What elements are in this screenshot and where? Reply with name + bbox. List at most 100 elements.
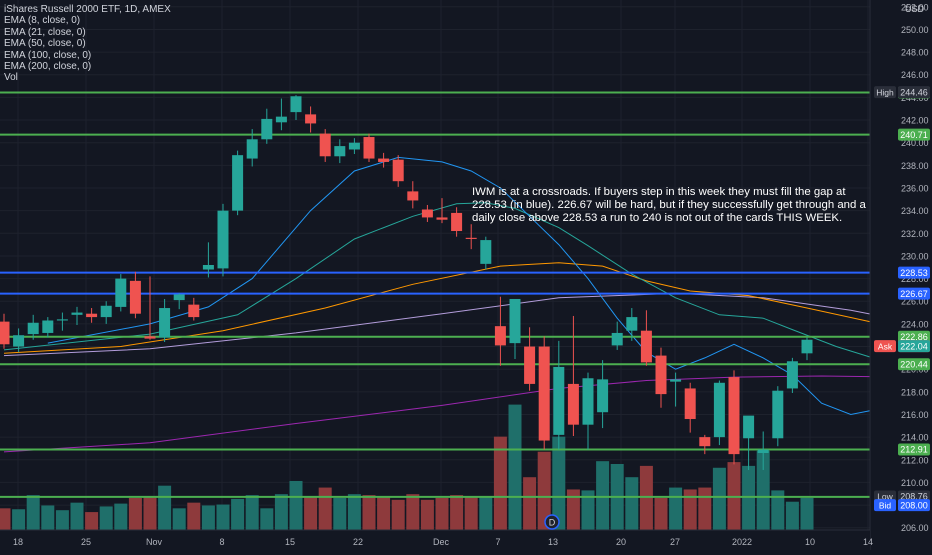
time-tick-label: 20 (616, 537, 626, 547)
volume-bar (304, 497, 318, 530)
candle-body[interactable] (465, 237, 477, 239)
candle-body[interactable] (115, 278, 127, 307)
candle-body[interactable] (538, 346, 550, 441)
candle-body[interactable] (640, 330, 652, 363)
candle-body[interactable] (378, 158, 390, 162)
volume-bar (347, 494, 361, 530)
ema21-line[interactable] (3, 202, 932, 367)
candle-body[interactable] (290, 96, 302, 113)
candle-body[interactable] (582, 378, 594, 425)
event-badge-icon[interactable] (544, 514, 560, 530)
candle-body[interactable] (597, 379, 609, 413)
level-price-tag[interactable] (898, 330, 930, 343)
ema8-line[interactable] (47, 156, 932, 416)
volume-bar (566, 489, 580, 530)
time-tick-label: 27 (670, 537, 680, 547)
price-tag[interactable] (898, 86, 930, 99)
candle-body[interactable] (27, 322, 39, 335)
candle-body[interactable] (159, 308, 171, 338)
volume-bar (85, 512, 99, 530)
candle-body[interactable] (553, 366, 565, 435)
candle-body[interactable] (86, 313, 98, 318)
candle-body[interactable] (713, 382, 725, 438)
candle-body[interactable] (509, 298, 521, 344)
candle-body[interactable] (392, 159, 404, 182)
volume-bar (187, 502, 201, 530)
candle-body[interactable] (0, 321, 10, 345)
indicator-volume[interactable]: Vol (4, 72, 18, 84)
candle-body[interactable] (655, 355, 667, 395)
indicator-ema21[interactable]: EMA (21, close, 0) (4, 26, 86, 38)
candle-body[interactable] (524, 346, 536, 384)
candle-body[interactable] (436, 217, 448, 220)
level-price-tag[interactable] (898, 358, 930, 371)
candle-body[interactable] (188, 304, 200, 318)
chart-annotation-text[interactable]: IWM is at a crossroads. If buyers step i… (472, 186, 866, 224)
candle-body[interactable] (567, 383, 579, 425)
price-tick-label: 232.00 (901, 229, 929, 239)
volume-bar (654, 497, 668, 530)
event-badge-label: D (549, 518, 556, 528)
candle-body[interactable] (173, 294, 185, 301)
symbol-title[interactable]: iShares Russell 2000 ETF, 1D, AMEX (4, 4, 171, 15)
candle-body[interactable] (305, 114, 317, 124)
volume-bar (128, 497, 142, 530)
candle-body[interactable] (699, 437, 711, 447)
candle-body[interactable] (129, 280, 141, 314)
candle-body[interactable] (319, 133, 331, 157)
indicator-ema100[interactable]: EMA (100, close, 0) (4, 49, 92, 61)
candle-body[interactable] (626, 317, 638, 331)
candle-body[interactable] (348, 142, 360, 150)
level-price-tag[interactable] (898, 443, 930, 456)
ema50-line[interactable] (3, 262, 932, 354)
price-tag[interactable] (898, 499, 930, 512)
candle-body[interactable] (261, 118, 273, 140)
volume-bar (742, 465, 756, 530)
time-tick-label: 2022 (732, 537, 752, 547)
candle-body[interactable] (772, 390, 784, 439)
candle-body[interactable] (100, 305, 112, 318)
candle-body[interactable] (421, 209, 433, 218)
candle-body[interactable] (232, 155, 244, 211)
candle-body[interactable] (786, 361, 798, 389)
price-tag-value: 208.76 (900, 492, 928, 502)
level-price-tag[interactable] (898, 287, 930, 300)
candle-body[interactable] (202, 265, 214, 270)
indicator-ema200[interactable]: EMA (200, close, 0) (4, 61, 92, 73)
candle-body[interactable] (407, 191, 419, 201)
candle-body[interactable] (611, 332, 623, 346)
candle-body[interactable] (684, 388, 696, 420)
candle-body[interactable] (334, 146, 346, 157)
level-price-tag-text: 226.67 (900, 289, 928, 299)
candle-body[interactable] (480, 240, 492, 264)
indicator-ema8[interactable]: EMA (8, close, 0) (4, 15, 81, 27)
candle-body[interactable] (743, 415, 755, 439)
currency-label[interactable]: USD (905, 4, 925, 14)
candle-body[interactable] (56, 319, 68, 321)
candle-body[interactable] (42, 320, 54, 333)
candle-body[interactable] (801, 339, 813, 354)
candle-body[interactable] (757, 449, 769, 453)
volume-bar (800, 497, 814, 530)
candle-body[interactable] (728, 377, 740, 455)
price-tag[interactable] (898, 340, 930, 353)
candle-body[interactable] (275, 116, 287, 123)
candle-body[interactable] (13, 335, 25, 347)
price-tag-name: Low (877, 492, 893, 502)
indicator-ema50[interactable]: EMA (50, close, 0) (4, 38, 86, 50)
candle-body[interactable] (246, 139, 258, 159)
candle-body[interactable] (363, 137, 375, 159)
candle-body[interactable] (144, 336, 156, 339)
level-price-tag[interactable] (898, 128, 930, 141)
time-tick-label: Nov (146, 537, 163, 547)
candle-body[interactable] (217, 210, 229, 269)
level-price-tag[interactable] (898, 266, 930, 279)
candle-body[interactable] (451, 212, 463, 232)
level-price-tag-text: 220.44 (900, 359, 928, 369)
candle-body[interactable] (670, 379, 682, 382)
volume-bar (377, 497, 391, 530)
candle-body[interactable] (494, 326, 506, 346)
candle-body[interactable] (71, 312, 83, 315)
